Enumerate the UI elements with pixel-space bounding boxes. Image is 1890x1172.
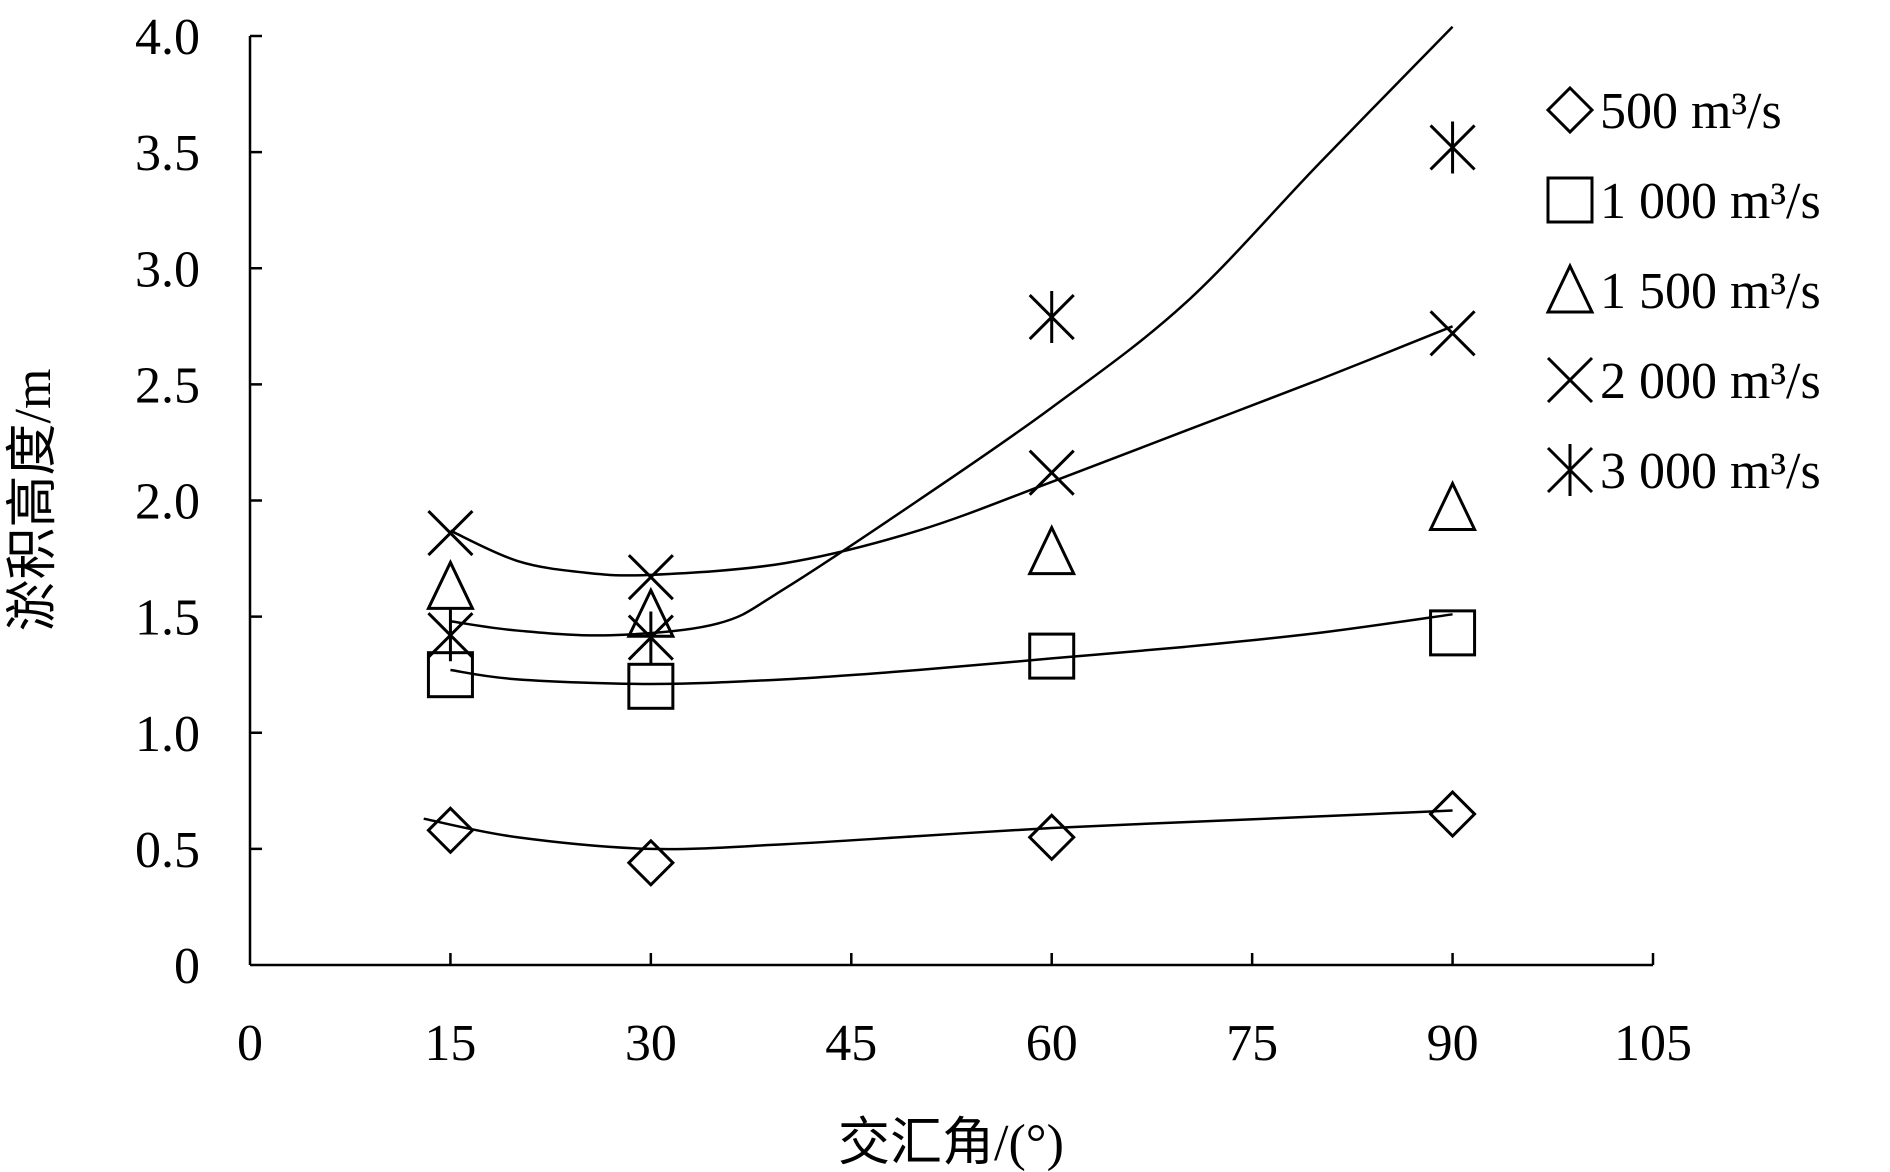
x-tick-label: 30 [625,1015,677,1072]
x-tick-label: 60 [1026,1015,1078,1072]
data-point-asterisk [1429,121,1476,174]
y-tick-label: 1.0 [135,706,200,763]
y-tick-label: 0 [174,938,200,995]
trend-line [450,613,1453,686]
legend-marker-square [1546,176,1594,224]
data-point-x [1429,310,1476,357]
data-point-diamond [426,806,475,855]
y-tick-label: 4.0 [135,9,200,66]
y-tick-label: 2.0 [135,474,200,531]
data-point-x [627,554,674,601]
legend-label: 1 000 m³/s [1600,173,1821,230]
legend-label: 500 m³/s [1600,83,1782,140]
trend-line [423,809,1453,851]
data-point-diamond [626,838,675,887]
y-ticks: 0 0.5 1.0 1.5 2.0 2.5 3.0 3.5 4.0 [135,9,262,995]
data-point-diamond [1027,813,1076,862]
data-point-triangle [1027,524,1077,576]
y-tick-label: 0.5 [135,822,200,879]
data-point-diamond [1428,789,1477,839]
x-tick-label: 0 [237,1015,263,1072]
legend-marker-diamond [1545,85,1595,135]
fit-lines [423,25,1454,851]
data-point-triangle [426,558,475,610]
y-axis-title: 淤积高度/m [5,369,62,632]
x-tick-label: 45 [825,1015,877,1072]
x-tick-label: 75 [1226,1015,1278,1072]
x-tick-label: 15 [424,1015,476,1072]
legend-label: 2 000 m³/s [1600,353,1821,410]
trend-line [449,325,1454,577]
legend-label: 3 000 m³/s [1600,443,1821,500]
y-tick-label: 3.5 [135,125,200,182]
data-point-square [627,662,675,710]
data-point-asterisk [627,611,674,664]
legend-marker-triangle [1545,262,1595,314]
legend-label: 1 500 m³/s [1600,263,1821,320]
x-tick-label: 105 [1614,1015,1692,1072]
y-tick-label: 3.0 [135,241,200,298]
x-axis-title: 交汇角/(°) [838,1115,1064,1172]
legend-marker-x [1546,356,1594,404]
data-point-asterisk [1028,291,1075,344]
data-point-x [427,509,474,557]
legend: 500 m³/s 1 000 m³/s 1 500 m³/s 2 000 m³/s 3 … [1545,83,1821,500]
x-ticks: 0 15 30 45 60 75 90 105 [237,953,1692,1072]
data-point-triangle [1428,479,1477,531]
y-tick-label: 1.5 [135,590,200,647]
markers [426,121,1477,887]
y-tick-label: 2.5 [135,357,200,414]
data-point-square [1028,632,1076,680]
trend-line [450,25,1454,637]
data-point-asterisk [427,609,474,662]
data-point-x [1028,449,1075,496]
data-point-square [1429,609,1477,657]
x-tick-label: 90 [1427,1015,1479,1072]
legend-marker-asterisk [1546,444,1594,496]
